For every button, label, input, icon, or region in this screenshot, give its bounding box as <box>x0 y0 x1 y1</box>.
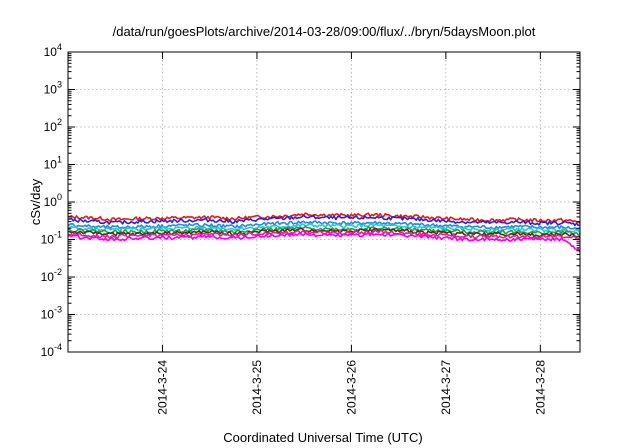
y-axis-label: cSv/day <box>28 178 43 225</box>
plot-frame <box>67 51 581 353</box>
chart-title: /data/run/goesPlots/archive/2014-03-28/0… <box>113 24 536 39</box>
grid-lines <box>68 52 580 352</box>
y-tick-label: 10-4 <box>41 342 62 359</box>
series-line <box>67 214 580 227</box>
y-tick-label: 10-2 <box>41 267 62 284</box>
series-line <box>68 231 581 253</box>
y-tick-labels: 10-4 10-3 10-2 10-1 100 101 102 103 104 <box>41 42 62 359</box>
series-line <box>67 222 581 234</box>
x-tick-labels: 2014-3-24 2014-3-25 2014-3-26 2014-3-27 2014… <box>155 360 547 415</box>
y-tick-label: 10-1 <box>41 230 62 247</box>
axis-ticks <box>68 51 580 353</box>
y-tick-label: 10-3 <box>41 305 62 322</box>
series-line <box>67 220 581 230</box>
x-tick-label: 2014-3-28 <box>533 360 547 415</box>
x-tick-label: 2014-3-27 <box>439 360 453 415</box>
y-tick-label: 101 <box>44 155 62 172</box>
y-tick-label: 103 <box>44 80 62 97</box>
series-lines <box>67 212 581 253</box>
y-tick-label: 100 <box>44 192 62 209</box>
y-tick-label: 104 <box>44 42 62 59</box>
x-tick-label: 2014-3-24 <box>155 360 169 415</box>
x-tick-label: 2014-3-26 <box>344 360 358 415</box>
x-axis-label: Coordinated Universal Time (UTC) <box>223 430 422 445</box>
x-tick-label: 2014-3-25 <box>250 360 264 415</box>
series-line <box>67 227 581 238</box>
y-tick-label: 102 <box>44 117 62 134</box>
